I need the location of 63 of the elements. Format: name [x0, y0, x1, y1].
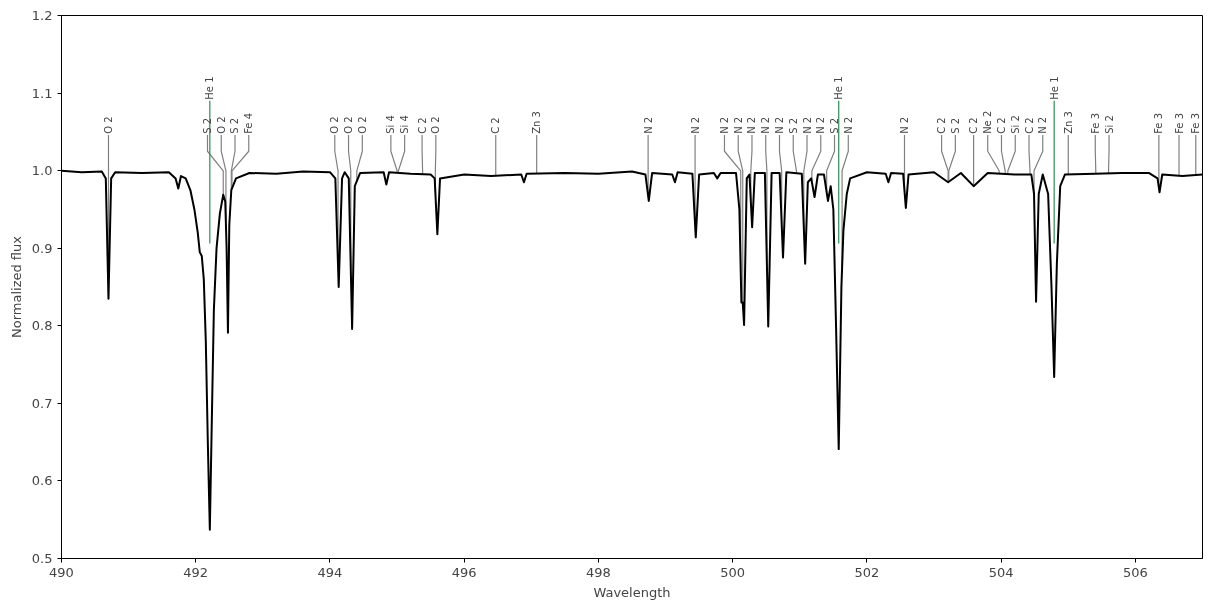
annotation: N 2: [732, 116, 744, 134]
x-tick-label: 492: [183, 564, 209, 580]
annotation: Zn 3: [1062, 111, 1074, 134]
annotation: O 2: [102, 116, 114, 134]
x-tick-label: 498: [586, 564, 611, 580]
annotation: N 2: [760, 116, 772, 134]
annotation: C 2: [968, 117, 980, 134]
annotation: S 2: [829, 117, 841, 134]
annotation: N 2: [815, 116, 827, 134]
annotation: N 2: [1037, 116, 1049, 134]
annotation: O 2: [329, 116, 341, 134]
y-axis-title: Normalized flux: [8, 235, 24, 338]
annotation: Fe 4: [243, 112, 255, 134]
annotation: S 2: [949, 117, 961, 134]
annotation: N 2: [773, 116, 785, 134]
y-tick-label: 0.9: [31, 240, 53, 256]
y-tick-label: 0.8: [31, 318, 53, 334]
annotation: Si 2: [1009, 115, 1021, 134]
annotation: Fe 3: [1089, 112, 1101, 134]
y-tick-label: 0.6: [31, 473, 53, 489]
annotation: S 2: [787, 117, 799, 134]
annotation: Zn 3: [531, 111, 543, 134]
y-tick-label: 0.5: [31, 551, 53, 566]
annotation: O 2: [356, 116, 368, 134]
annotation: N 2: [899, 116, 910, 134]
annotation: S 2: [201, 117, 213, 134]
x-tick-label: 504: [988, 564, 1014, 580]
annotation: Fe 3: [1190, 112, 1202, 134]
annotation: Si 4: [399, 115, 411, 134]
x-tick-label: 494: [317, 564, 343, 580]
x-axis-title: Wavelength: [593, 584, 671, 600]
annotation: O 2: [343, 116, 355, 134]
annotation: N 2: [642, 116, 654, 134]
annotation: C 2: [936, 117, 948, 134]
x-tick-label: 496: [451, 564, 477, 580]
ref-line-label: He 1: [1048, 76, 1060, 100]
x-tick-label: 500: [720, 564, 746, 580]
annotation: C 2: [490, 117, 502, 134]
annotation: Si 2: [1103, 115, 1115, 134]
annotation: S 2: [229, 117, 241, 134]
y-tick-label: 0.7: [31, 395, 53, 411]
annotation: Ne 2: [982, 110, 994, 134]
y-tick-label: 1.2: [31, 8, 53, 23]
annotation: N 2: [689, 116, 701, 134]
annotation: N 2: [842, 116, 854, 134]
y-tick-label: 1.0: [31, 163, 53, 179]
annotation: N 2: [718, 116, 730, 134]
y-tick-label: 1.1: [31, 85, 53, 101]
x-tick-label: 502: [854, 564, 880, 580]
annotation: N 2: [746, 116, 758, 134]
annotation: O 2: [215, 116, 227, 134]
annotation: C 2: [1023, 117, 1035, 134]
annotation: C 2: [995, 117, 1007, 134]
ref-line-label: He 1: [833, 76, 845, 100]
annotation: Si 4: [385, 115, 397, 134]
x-tick-label: 506: [1122, 564, 1148, 580]
ref-line-label: He 1: [204, 76, 216, 100]
annotation: Fe 3: [1173, 112, 1185, 134]
x-tick-label: 490: [49, 564, 74, 580]
annotation: C 2: [416, 117, 428, 134]
annotation: O 2: [430, 116, 442, 134]
annotation: Fe 3: [1153, 112, 1165, 134]
annotation: N 2: [801, 116, 813, 134]
